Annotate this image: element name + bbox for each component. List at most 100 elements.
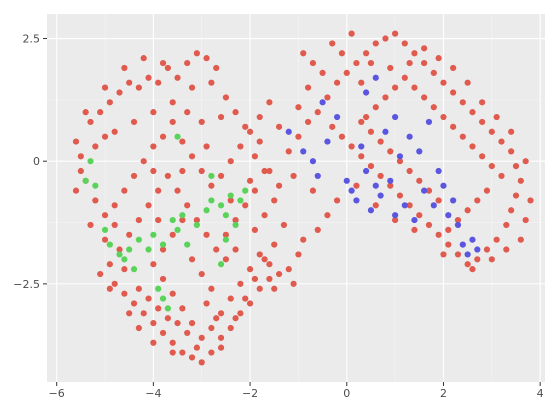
data-point: [130, 118, 138, 126]
data-point: [217, 202, 225, 209]
data-point: [145, 74, 152, 81]
data-point: [179, 167, 186, 175]
data-point: [193, 344, 200, 351]
data-point: [450, 89, 457, 96]
data-point: [232, 216, 239, 224]
data-point: [435, 231, 442, 238]
data-point: [169, 118, 176, 126]
data-point: [155, 285, 162, 292]
data-point: [198, 118, 205, 126]
data-point: [217, 310, 225, 317]
data-point: [251, 275, 259, 283]
data-point: [140, 310, 147, 317]
data-point: [488, 128, 495, 135]
data-point: [222, 212, 229, 219]
data-point: [193, 216, 200, 224]
data-point: [464, 79, 471, 86]
data-point: [469, 109, 476, 116]
data-point: [392, 212, 399, 219]
data-point: [82, 177, 89, 184]
data-point: [169, 290, 176, 297]
data-point: [217, 113, 225, 121]
data-point: [256, 285, 263, 292]
data-point: [479, 118, 486, 126]
data-point: [508, 207, 515, 214]
data-point: [227, 192, 234, 199]
data-point: [324, 94, 331, 101]
data-point: [188, 84, 196, 91]
data-point: [416, 177, 423, 184]
data-point: [121, 64, 128, 72]
data-point: [126, 231, 133, 238]
data-point: [217, 344, 225, 351]
data-point: [155, 305, 162, 312]
data-point: [464, 261, 471, 268]
data-point: [459, 241, 466, 248]
data-point: [179, 216, 186, 224]
data-point: [159, 275, 167, 283]
data-point: [266, 261, 273, 268]
data-point: [101, 226, 109, 233]
data-point: [116, 246, 123, 253]
data-point: [106, 261, 113, 268]
data-point: [421, 45, 428, 52]
data-point: [522, 158, 529, 165]
data-point: [483, 187, 491, 194]
data-point: [135, 285, 142, 292]
data-point: [474, 256, 481, 263]
data-point: [164, 172, 171, 180]
data-point: [150, 167, 157, 175]
data-point: [217, 334, 225, 341]
data-point: [401, 202, 408, 209]
data-point: [126, 79, 133, 86]
data-point: [372, 74, 379, 81]
data-point: [232, 109, 239, 116]
data-point: [314, 226, 321, 233]
data-point: [329, 40, 336, 47]
data-point: [445, 241, 452, 248]
data-point: [150, 261, 157, 268]
data-point: [450, 123, 457, 130]
data-point: [145, 246, 152, 253]
data-point: [421, 59, 428, 67]
data-point: [503, 221, 510, 229]
data-point: [392, 216, 399, 224]
data-point: [377, 172, 384, 180]
data-point: [237, 197, 244, 204]
data-point: [184, 59, 191, 67]
data-point: [111, 280, 118, 287]
data-point: [208, 182, 215, 189]
data-point: [392, 30, 399, 37]
data-point: [411, 84, 418, 91]
data-point: [358, 79, 365, 86]
data-point: [275, 270, 283, 278]
data-point: [517, 236, 524, 243]
data-point: [367, 207, 375, 214]
data-point: [464, 207, 471, 214]
data-point: [87, 221, 94, 229]
data-point: [97, 109, 104, 116]
data-point: [261, 167, 268, 175]
data-point: [193, 221, 200, 229]
data-point: [271, 197, 278, 204]
data-point: [261, 212, 268, 219]
data-point: [87, 158, 94, 165]
data-point: [208, 349, 215, 356]
data-point: [454, 216, 462, 224]
data-point: [145, 295, 152, 302]
data-point: [145, 202, 152, 209]
data-point: [246, 128, 254, 135]
data-point: [295, 251, 302, 258]
data-point: [338, 50, 346, 57]
data-point: [266, 99, 273, 106]
data-point: [227, 197, 234, 204]
data-point: [406, 167, 413, 175]
data-point: [111, 202, 118, 209]
data-point: [387, 148, 394, 155]
data-point: [304, 84, 312, 91]
data-point: [222, 94, 229, 101]
data-point: [251, 187, 259, 194]
data-point: [392, 113, 399, 121]
data-point: [411, 226, 418, 233]
data-point: [203, 231, 210, 238]
